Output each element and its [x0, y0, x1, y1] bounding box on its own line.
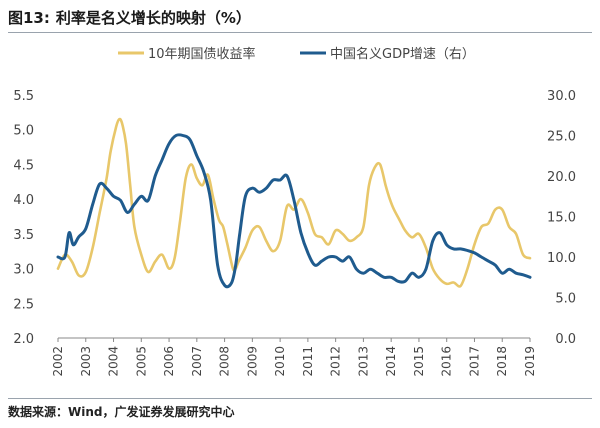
nominal-gdp-line — [56, 133, 532, 289]
x-tick-label: 2008 — [218, 346, 232, 377]
y-left-tick-label: 4.5 — [13, 158, 34, 173]
figure-source: 数据来源：Wind，广发证券发展研究中心 — [8, 405, 235, 419]
x-tick-label: 2003 — [79, 346, 93, 377]
y-left-tick-label: 2.0 — [13, 332, 34, 347]
chart-figure: 10年期国债收益率 中国名义GDP增速（右） 2.0 2.5 3.0 3.5 4.0 4.5… — [13, 46, 576, 377]
x-tick-label: 2011 — [301, 346, 315, 377]
x-tick-label: 2004 — [107, 346, 121, 377]
figure-title: 图13: 利率是名义增长的映射（%） — [8, 6, 592, 30]
y-right-tick-label: 30.0 — [547, 89, 576, 104]
figure-title-number: 图13: — [8, 9, 50, 27]
x-tick-label: 2014 — [384, 346, 398, 377]
x-tick-label: 2006 — [162, 346, 176, 377]
x-tick-label: 2015 — [412, 346, 426, 377]
x-tick-label: 2009 — [245, 346, 259, 377]
y-right-tick-label: 15.0 — [547, 211, 576, 226]
x-axis: 2002 2003 2004 2005 2006 2007 2008 2009 2010 2011… — [51, 337, 537, 377]
y-right-tick-label: 25.0 — [547, 130, 576, 145]
x-tick-label: 2017 — [467, 346, 481, 377]
x-tick-label: 2019 — [523, 346, 537, 377]
bond-yield-line — [56, 117, 532, 288]
y-right-tick-label: 10.0 — [547, 251, 576, 266]
y-right-tick-label: 5.0 — [555, 292, 576, 307]
y-right-tick-label: 0.0 — [555, 332, 576, 347]
title-divider — [8, 32, 592, 33]
legend-label: 10年期国债收益率 — [148, 46, 256, 62]
y-right-tick-label: 20.0 — [547, 170, 576, 185]
series-layer — [56, 117, 532, 289]
source-divider — [8, 398, 592, 399]
right-axis: 0.0 5.0 10.0 15.0 20.0 25.0 30.0 — [547, 89, 576, 347]
figure-title-text: 利率是名义增长的映射（%） — [55, 9, 251, 27]
y-left-tick-label: 3.0 — [13, 263, 34, 278]
x-tick-label: 2018 — [495, 346, 509, 377]
x-tick-label: 2010 — [273, 346, 287, 377]
x-tick-label: 2013 — [356, 346, 370, 377]
x-tick-label: 2005 — [134, 346, 148, 377]
left-axis: 2.0 2.5 3.0 3.5 4.0 4.5 5.0 5.5 — [13, 89, 34, 347]
y-left-tick-label: 2.5 — [13, 297, 34, 312]
y-left-tick-label: 5.5 — [13, 89, 34, 104]
legend-label: 中国名义GDP增速（右） — [330, 46, 475, 62]
chart-legend: 10年期国债收益率 中国名义GDP增速（右） — [118, 46, 475, 62]
x-tick-label: 2016 — [440, 346, 454, 377]
y-left-tick-label: 3.5 — [13, 228, 34, 243]
x-tick-label: 2002 — [51, 346, 65, 377]
y-left-tick-label: 4.0 — [13, 193, 34, 208]
y-left-tick-label: 5.0 — [13, 124, 34, 139]
x-tick-label: 2007 — [190, 346, 204, 377]
x-tick-label: 2012 — [329, 346, 343, 377]
